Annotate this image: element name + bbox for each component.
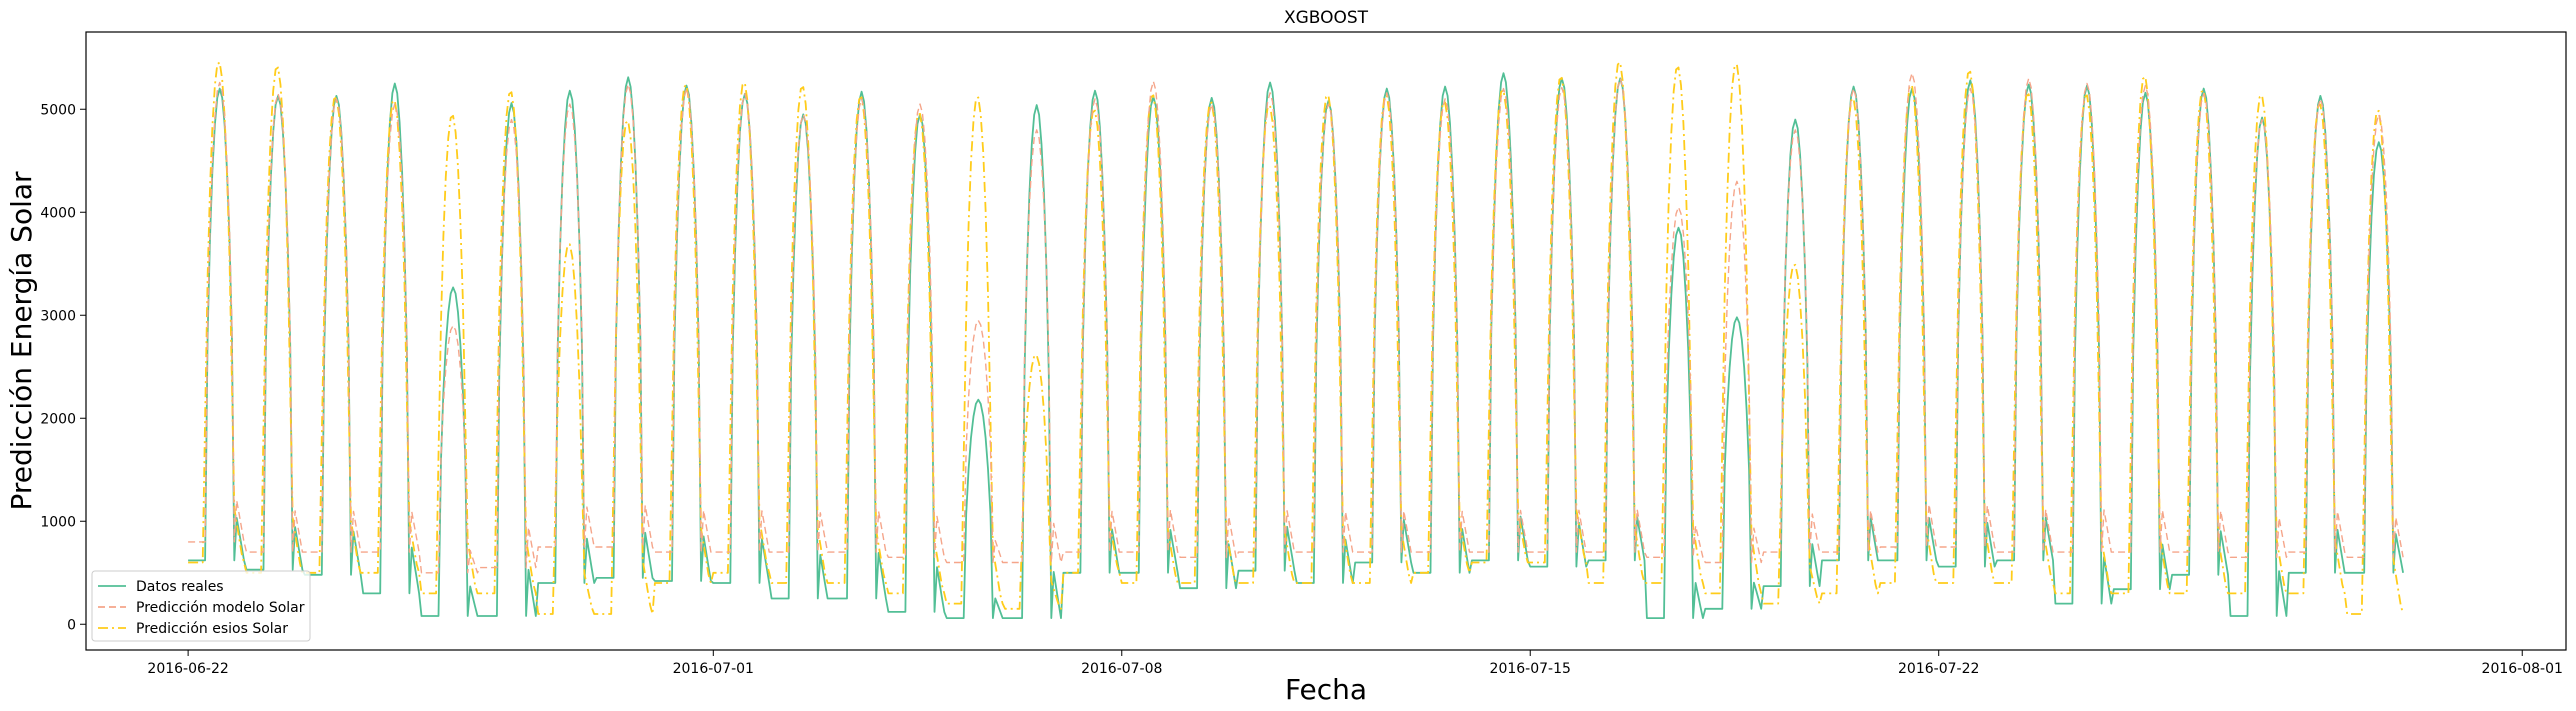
y-tick-label: 1000 — [40, 514, 76, 530]
legend-label: Predicción esios Solar — [136, 621, 288, 637]
x-tick-label: 2016-07-08 — [1081, 661, 1162, 677]
legend-box — [91, 570, 311, 642]
y-tick-label: 5000 — [40, 102, 76, 118]
x-tick-label: 2016-07-15 — [1490, 661, 1571, 677]
x-tick-label: 2016-08-01 — [2482, 661, 2563, 677]
x-tick-label: 2016-07-22 — [1898, 661, 1979, 677]
y-axis-label: Predicción Energía Solar — [5, 171, 38, 511]
legend: Datos reales Predicción modelo Solar Predi… — [91, 570, 311, 642]
legend-label: Predicción modelo Solar — [136, 600, 305, 616]
chart-title: XGBOOST — [1284, 8, 1369, 28]
y-tick-label: 4000 — [40, 205, 76, 221]
y-tick-label: 2000 — [40, 411, 76, 427]
x-tick-label: 2016-07-01 — [673, 661, 754, 677]
y-axis: 0 1000 2000 3000 4000 5000 — [40, 102, 86, 633]
x-tick-label: 2016-06-22 — [147, 661, 228, 677]
x-axis: 2016-06-22 2016-07-01 2016-07-08 2016-07-15… — [147, 650, 2563, 677]
series-layer — [188, 61, 2404, 619]
plot-frame — [85, 31, 2567, 651]
y-tick-label: 3000 — [40, 308, 76, 324]
x-axis-label: Fecha — [1285, 673, 1367, 706]
legend-label: Datos reales — [136, 579, 224, 595]
y-tick-label: 0 — [67, 617, 76, 633]
